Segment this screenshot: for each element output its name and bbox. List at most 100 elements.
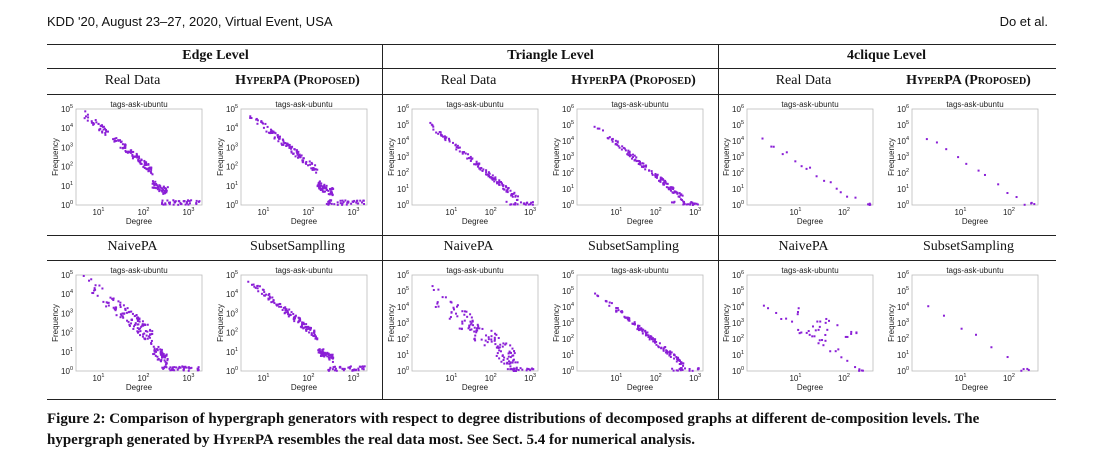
data-point xyxy=(295,149,298,152)
y-tick-label: 105 xyxy=(61,270,73,280)
data-point xyxy=(156,348,159,351)
data-point xyxy=(514,202,517,205)
data-point xyxy=(816,320,819,323)
data-point xyxy=(512,369,515,372)
data-point xyxy=(302,327,305,330)
data-point xyxy=(463,313,466,316)
data-point xyxy=(138,320,141,323)
data-point xyxy=(146,330,149,333)
data-point xyxy=(328,199,331,202)
y-tick-label: 103 xyxy=(732,152,744,162)
data-point xyxy=(275,304,278,307)
data-point xyxy=(441,296,444,299)
data-point xyxy=(435,131,438,134)
data-point xyxy=(641,162,644,165)
data-point xyxy=(475,162,478,165)
data-point xyxy=(677,195,680,198)
data-point xyxy=(507,355,510,358)
data-point xyxy=(130,149,133,152)
data-point xyxy=(478,162,481,165)
data-point xyxy=(278,135,281,138)
data-point xyxy=(271,300,274,303)
data-point xyxy=(293,318,296,321)
data-point xyxy=(153,350,156,353)
data-point xyxy=(639,163,642,166)
data-point xyxy=(457,146,460,149)
y-tick-label: 104 xyxy=(61,123,73,133)
degree-plot: tags-ask-ubuntu 100 101 102 103 104 105 106 101 1… xyxy=(551,263,716,395)
degree-plot: tags-ask-ubuntu 100 101 102 103 104 105 106 101 1… xyxy=(886,263,1051,395)
y-tick-label: 102 xyxy=(61,328,73,338)
data-point xyxy=(817,328,820,331)
data-point xyxy=(488,172,491,175)
data-point xyxy=(310,333,313,336)
y-tick-label: 102 xyxy=(732,334,744,344)
data-point xyxy=(650,337,653,340)
data-point xyxy=(353,368,356,371)
data-point xyxy=(153,349,156,352)
data-point xyxy=(151,180,154,183)
bottom-label-rule xyxy=(47,260,1056,261)
data-point xyxy=(318,181,321,184)
data-point xyxy=(1023,203,1026,206)
data-point xyxy=(113,137,116,140)
data-point xyxy=(854,366,857,369)
data-point xyxy=(152,353,155,356)
data-point xyxy=(805,331,808,334)
data-point xyxy=(147,167,150,170)
generator-label-naivepa: NaivePA xyxy=(107,239,158,254)
data-point xyxy=(93,287,96,290)
data-point xyxy=(330,192,333,195)
data-point xyxy=(265,130,268,133)
data-point xyxy=(439,133,442,136)
data-point xyxy=(273,137,276,140)
data-point xyxy=(362,368,365,371)
y-tick-label: 103 xyxy=(397,318,409,328)
data-point xyxy=(331,353,334,356)
data-point xyxy=(318,184,321,187)
data-point xyxy=(187,369,190,372)
data-point xyxy=(313,332,316,335)
data-point xyxy=(493,336,496,339)
y-tick-label: 105 xyxy=(562,120,574,130)
data-point xyxy=(844,335,847,338)
data-point xyxy=(124,144,127,147)
data-point xyxy=(144,330,147,333)
data-point xyxy=(286,311,289,314)
data-point xyxy=(105,130,108,133)
data-point xyxy=(469,159,472,162)
data-point xyxy=(156,358,159,361)
data-point xyxy=(822,344,825,347)
x-tick-label: 101 xyxy=(93,373,105,383)
data-point xyxy=(829,181,832,184)
data-point xyxy=(102,300,105,303)
data-point xyxy=(324,352,327,355)
data-point xyxy=(132,327,135,330)
data-point xyxy=(821,339,824,342)
data-point xyxy=(633,321,636,324)
data-point xyxy=(119,313,122,316)
data-point xyxy=(121,312,124,315)
data-point xyxy=(145,161,148,164)
data-point xyxy=(444,139,447,142)
data-point xyxy=(282,306,285,309)
data-point xyxy=(126,307,129,310)
x-tick-label: 102 xyxy=(1003,207,1015,217)
data-point xyxy=(328,354,331,357)
data-point xyxy=(299,325,302,328)
data-point xyxy=(636,159,639,162)
data-point xyxy=(151,186,154,189)
data-point xyxy=(252,283,255,286)
data-point xyxy=(514,203,517,206)
data-point xyxy=(529,369,532,372)
data-point xyxy=(498,180,501,183)
data-point xyxy=(272,130,275,133)
data-point xyxy=(828,319,831,322)
data-point xyxy=(98,129,101,132)
data-point xyxy=(136,323,139,326)
data-point xyxy=(997,183,1000,186)
data-point xyxy=(487,175,490,178)
data-point xyxy=(855,331,858,334)
data-point xyxy=(285,144,288,147)
data-point xyxy=(493,338,496,341)
